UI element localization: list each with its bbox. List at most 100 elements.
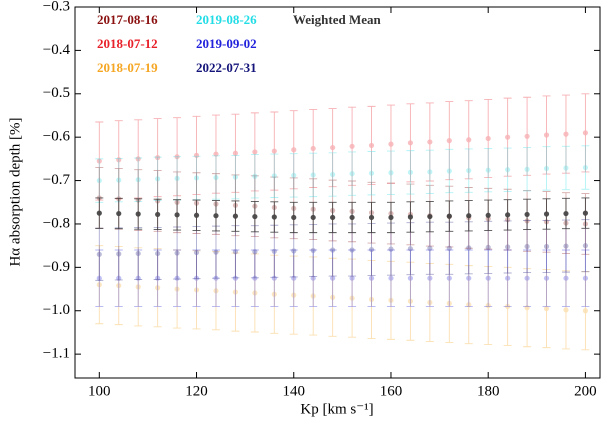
error-bar [231, 249, 240, 307]
point [193, 275, 200, 281]
point [427, 169, 433, 175]
point [252, 275, 258, 281]
y-axis-label: Hα absorption depth [%] [7, 117, 23, 266]
error-bar [173, 249, 182, 329]
point [174, 286, 180, 292]
error-bar [270, 249, 279, 307]
error-bar [173, 117, 182, 197]
error-bar [289, 255, 298, 335]
point [135, 250, 141, 257]
point [349, 247, 355, 253]
point [524, 166, 530, 172]
error-bar [425, 102, 434, 182]
point [407, 275, 414, 281]
point [368, 214, 375, 221]
error-bar [328, 108, 337, 188]
error-bar [503, 266, 512, 346]
point [349, 171, 355, 177]
point [407, 140, 414, 146]
point [213, 174, 219, 181]
error-bar [425, 249, 434, 307]
point [252, 149, 258, 155]
x-tick-label: 140 [283, 383, 306, 399]
error-bar [328, 249, 337, 307]
point [310, 293, 316, 299]
error-bar [270, 153, 279, 198]
point [135, 156, 141, 162]
point [349, 214, 355, 221]
point [193, 175, 200, 181]
error-bar [367, 151, 376, 196]
error-bar [348, 258, 357, 338]
y-tick-label: −0.4 [43, 42, 71, 58]
point [193, 249, 200, 256]
x-tick-label: 100 [88, 383, 111, 399]
point [116, 251, 122, 257]
point [135, 275, 141, 281]
x-tick-label: 160 [380, 383, 403, 399]
point [135, 284, 141, 290]
error-bar [503, 97, 512, 177]
point [563, 165, 569, 171]
x-tick-label: 120 [185, 383, 208, 399]
point [446, 275, 452, 281]
point [232, 275, 239, 281]
y-tick-label: −0.9 [43, 259, 70, 275]
error-bar [464, 265, 473, 345]
point [505, 167, 511, 173]
y-tick-label: −0.5 [43, 85, 70, 101]
error-bar [484, 249, 493, 307]
series [95, 93, 590, 201]
error-bar [464, 148, 473, 193]
point [291, 147, 297, 153]
point [232, 213, 239, 219]
point [213, 275, 219, 281]
error-bar [406, 249, 415, 307]
point [466, 302, 472, 308]
error-bar [153, 118, 162, 198]
point [232, 249, 239, 255]
error-bar [309, 249, 318, 307]
error-bar [250, 112, 259, 192]
point [407, 298, 414, 304]
error-bar [153, 248, 162, 328]
point [582, 308, 589, 314]
point [310, 275, 316, 281]
point [524, 211, 530, 218]
point [446, 168, 452, 174]
error-bar [134, 247, 143, 327]
point [193, 152, 200, 158]
point [543, 132, 550, 138]
point [271, 148, 277, 154]
error-bar [231, 154, 240, 200]
error-bar [231, 113, 240, 193]
point [96, 210, 102, 216]
point [193, 212, 200, 218]
point [310, 214, 316, 221]
error-bar [114, 246, 123, 326]
error-bar [231, 252, 240, 332]
point [505, 244, 511, 250]
error-bar [406, 261, 415, 341]
point [485, 302, 491, 309]
point [388, 246, 394, 252]
error-bar [309, 152, 318, 198]
legend-label: 2018-07-12 [97, 36, 158, 51]
error-bar [211, 251, 220, 331]
series [95, 245, 590, 351]
y-tick-label: −1.0 [43, 302, 70, 318]
point [349, 275, 355, 281]
error-bar [523, 147, 532, 192]
y-tick-label: −0.3 [43, 0, 70, 14]
error-bar [581, 249, 590, 307]
point [524, 243, 530, 250]
error-bar [425, 149, 434, 195]
point [232, 174, 239, 180]
point [330, 214, 336, 221]
point [427, 275, 433, 281]
point [252, 249, 258, 255]
error-bar [561, 270, 570, 350]
point [213, 288, 219, 294]
error-bar [348, 151, 357, 196]
